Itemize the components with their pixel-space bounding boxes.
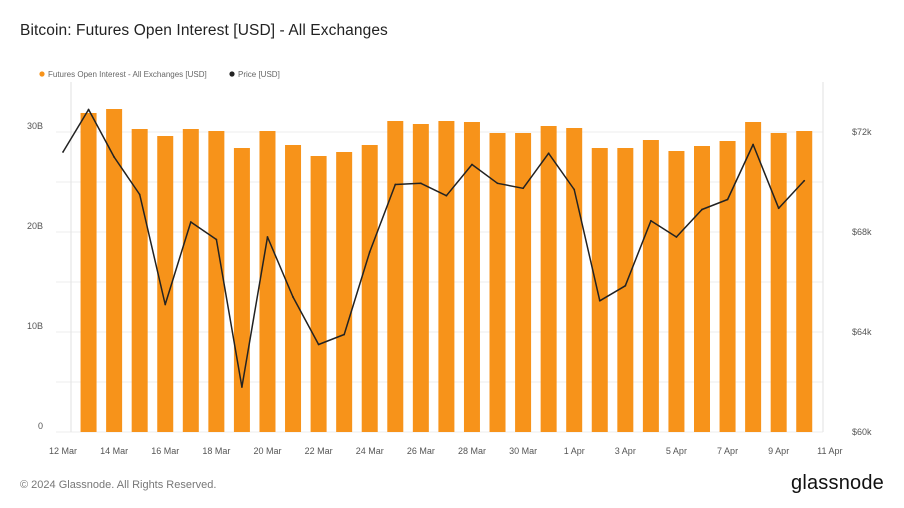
bar	[259, 131, 276, 432]
price-point	[368, 251, 371, 253]
right-tick-label: $72k	[852, 127, 872, 137]
price-point	[113, 156, 116, 158]
price-point	[803, 179, 806, 182]
left-axis-ticks: 0 10B 20B 30B	[27, 121, 43, 431]
bar	[489, 133, 506, 432]
price-point	[343, 333, 346, 336]
chart-title: Bitcoin: Futures Open Interest [USD] - A…	[20, 22, 388, 39]
price-point	[445, 194, 448, 197]
price-point	[726, 198, 729, 201]
bar	[566, 128, 583, 432]
x-tick-label: 14 Mar	[100, 446, 128, 456]
price-point	[624, 284, 627, 287]
price-point	[496, 182, 499, 185]
x-tick-label: 22 Mar	[305, 446, 333, 456]
right-tick-label: $64k	[852, 327, 872, 337]
price-point	[471, 163, 473, 166]
x-tick-label: 3 Apr	[615, 446, 636, 456]
legend-swatch-open-interest	[39, 71, 45, 77]
x-tick-label: 7 Apr	[717, 446, 738, 456]
x-tick-label: 11 Apr	[817, 446, 842, 456]
bar	[387, 121, 404, 432]
bar	[131, 129, 148, 432]
price-point	[266, 236, 269, 238]
bar	[668, 151, 685, 432]
price-point	[292, 296, 294, 298]
price-point	[522, 187, 524, 190]
price-point	[675, 236, 678, 238]
x-tick-label: 28 Mar	[458, 446, 486, 456]
price-point	[164, 303, 167, 306]
bar	[617, 148, 634, 432]
x-tick-label: 1 Apr	[564, 446, 585, 456]
bar	[745, 122, 762, 432]
bar	[642, 140, 659, 432]
price-point	[752, 143, 755, 146]
x-tick-label: 20 Mar	[253, 446, 281, 456]
price-point	[573, 188, 576, 191]
right-tick-label: $60k	[852, 427, 872, 437]
bar	[106, 109, 123, 432]
right-tick-label: $68k	[852, 227, 872, 237]
bar-series	[80, 109, 813, 432]
price-point	[317, 343, 320, 346]
x-tick-label: 5 Apr	[666, 446, 687, 456]
price-point	[598, 299, 601, 302]
x-tick-label: 18 Mar	[202, 446, 230, 456]
price-point	[62, 151, 64, 153]
bar	[515, 133, 532, 432]
price-point	[419, 182, 422, 185]
bar	[694, 146, 710, 432]
legend: Futures Open Interest - All Exchanges [U…	[39, 70, 280, 79]
bar	[463, 122, 480, 432]
bar	[233, 148, 250, 432]
bar	[208, 131, 225, 432]
price-point	[777, 207, 780, 210]
glassnode-logo: glassnode	[791, 472, 884, 494]
bar	[770, 133, 787, 432]
x-tick-label: 30 Mar	[509, 446, 537, 456]
bar	[80, 113, 97, 432]
x-axis-ticks: 12 Mar 14 Mar 16 Mar 18 Mar 20 Mar 22 Mar 24 M…	[49, 446, 842, 456]
bar	[719, 141, 736, 432]
price-point	[87, 108, 90, 111]
bar	[438, 121, 455, 432]
left-tick-label: 0	[38, 421, 43, 431]
price-point	[189, 221, 192, 223]
price-point	[241, 386, 243, 388]
x-tick-label: 9 Apr	[768, 446, 789, 456]
price-point	[138, 193, 141, 196]
left-tick-label: 20B	[27, 221, 43, 231]
bar	[540, 126, 557, 432]
copyright-text: © 2024 Glassnode. All Rights Reserved.	[20, 479, 217, 491]
x-tick-label: 16 Mar	[151, 446, 179, 456]
price-point	[701, 208, 703, 211]
legend-label-price: Price [USD]	[238, 70, 280, 79]
bar	[310, 156, 327, 432]
bar	[361, 145, 378, 432]
bar	[182, 129, 199, 432]
price-series	[62, 108, 806, 388]
x-tick-label: 12 Mar	[49, 446, 77, 456]
bar	[157, 136, 174, 432]
price-point	[394, 183, 397, 186]
bar	[412, 124, 429, 432]
x-tick-label: 24 Mar	[356, 446, 384, 456]
bar	[285, 145, 302, 432]
axis-lines	[70, 82, 824, 432]
price-point	[649, 219, 652, 222]
left-tick-label: 10B	[27, 321, 43, 331]
bar	[796, 131, 813, 432]
price-point	[215, 238, 218, 241]
bar	[591, 148, 608, 432]
price-point	[547, 152, 550, 155]
right-axis-ticks: $60k $64k $68k $72k	[852, 127, 872, 437]
price-line	[62, 108, 805, 388]
legend-label-open-interest: Futures Open Interest - All Exchanges [U…	[48, 70, 207, 79]
x-tick-label: 26 Mar	[407, 446, 435, 456]
left-tick-label: 30B	[27, 121, 43, 131]
legend-swatch-price	[229, 71, 235, 77]
bar	[336, 152, 353, 432]
